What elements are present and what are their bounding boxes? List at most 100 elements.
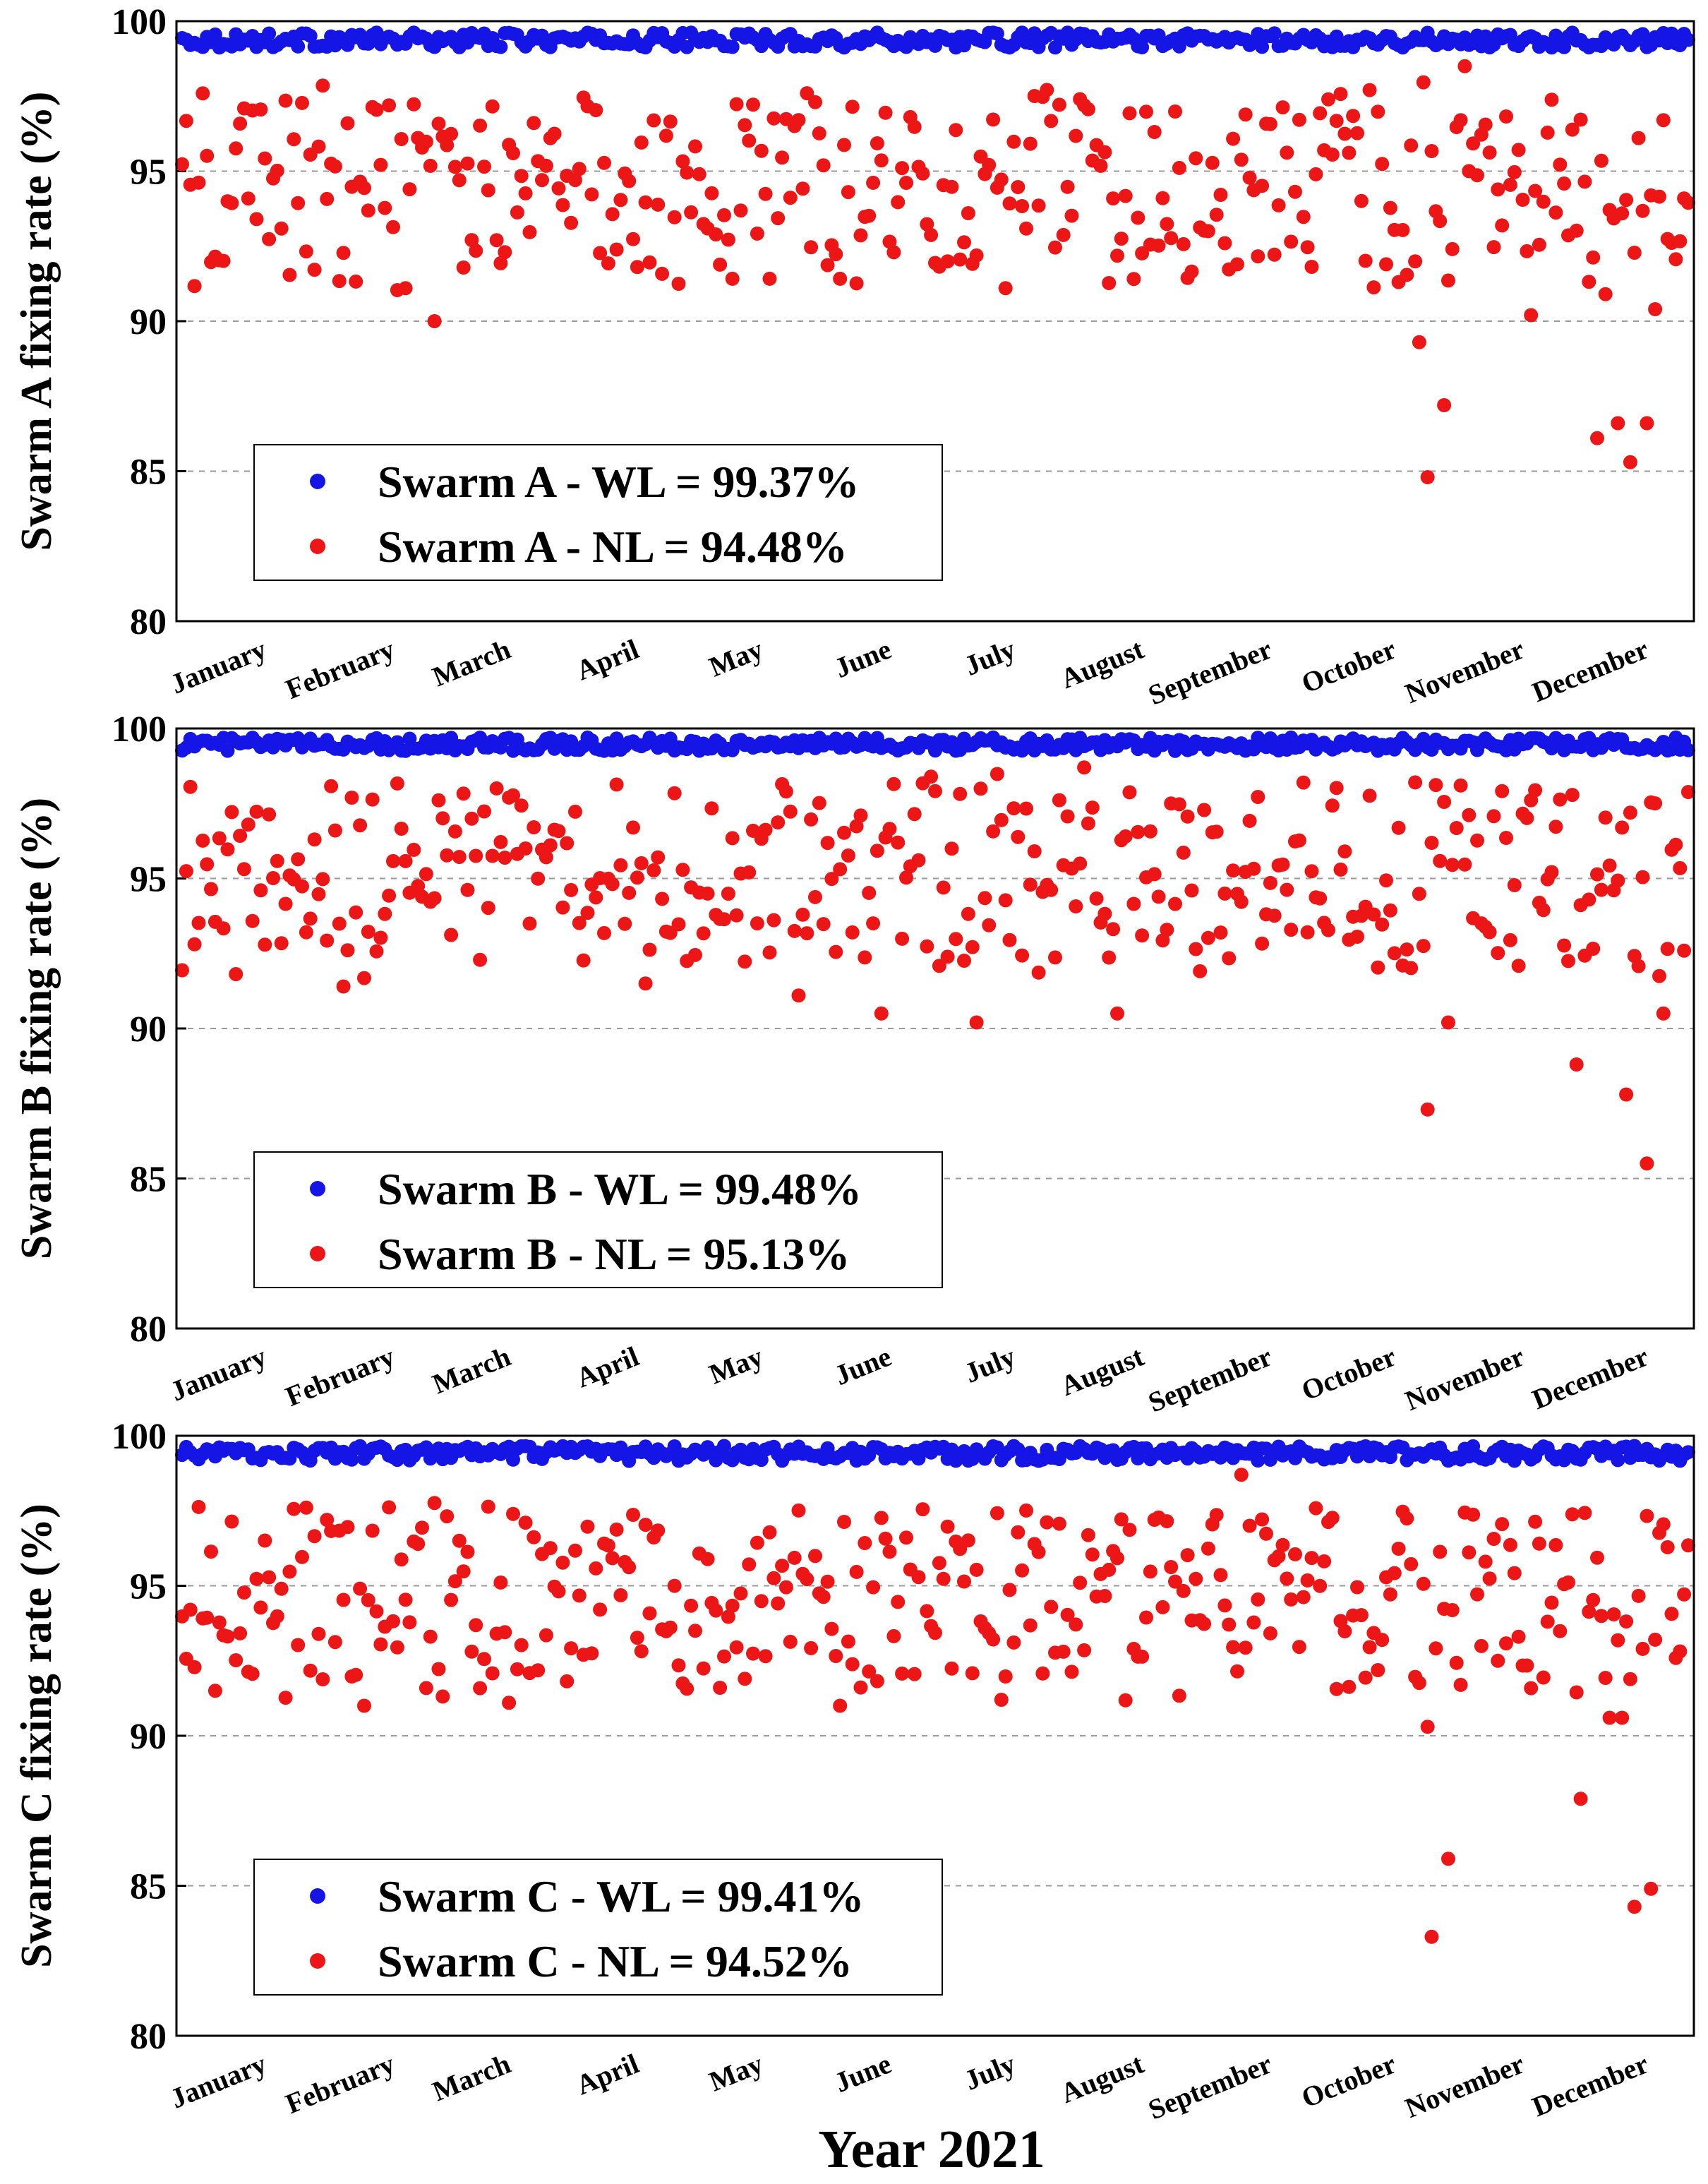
nl-point bbox=[671, 917, 686, 932]
nl-point bbox=[394, 132, 409, 146]
nl-point bbox=[1375, 1633, 1390, 1648]
nl-point bbox=[874, 153, 889, 168]
nl-point bbox=[1106, 922, 1121, 937]
nl-point bbox=[729, 97, 744, 112]
nl-point bbox=[1176, 236, 1191, 251]
nl-point bbox=[651, 1523, 666, 1538]
nl-point bbox=[1437, 398, 1452, 412]
nl-point bbox=[444, 928, 459, 942]
nl-point bbox=[551, 1584, 566, 1599]
legend-entry: Swarm B - WL = 99.48% bbox=[378, 1164, 862, 1214]
nl-point bbox=[1180, 809, 1195, 824]
nl-point bbox=[1209, 208, 1224, 222]
nl-point bbox=[1594, 1609, 1608, 1624]
nl-point bbox=[299, 1500, 313, 1515]
nl-point bbox=[191, 175, 206, 190]
nl-point bbox=[1520, 810, 1534, 825]
nl-point bbox=[1491, 946, 1505, 961]
nl-point bbox=[622, 885, 637, 900]
nl-point bbox=[961, 1533, 975, 1548]
nl-point bbox=[473, 118, 488, 133]
wl-point bbox=[1635, 27, 1650, 42]
nl-point bbox=[1296, 1590, 1311, 1604]
nl-point bbox=[1387, 1566, 1402, 1580]
nl-point bbox=[858, 1536, 872, 1550]
nl-point bbox=[344, 791, 359, 805]
nl-point bbox=[373, 1637, 388, 1652]
nl-point bbox=[1631, 131, 1646, 145]
plot-frame bbox=[175, 1434, 1695, 2037]
nl-point bbox=[1586, 250, 1601, 265]
nl-point bbox=[510, 205, 524, 220]
nl-point bbox=[299, 244, 313, 259]
nl-point bbox=[651, 197, 666, 212]
nl-point bbox=[386, 220, 400, 234]
nl-point bbox=[1681, 1538, 1695, 1553]
nl-point bbox=[1164, 1560, 1179, 1574]
nl-point bbox=[1164, 231, 1179, 246]
nl-point bbox=[469, 848, 483, 863]
nl-point bbox=[485, 848, 500, 863]
nl-point bbox=[1337, 844, 1352, 859]
nl-point bbox=[489, 233, 504, 248]
nl-point bbox=[899, 870, 913, 885]
nl-point bbox=[1011, 180, 1026, 194]
nl-point bbox=[531, 871, 546, 886]
nl-point bbox=[742, 133, 757, 148]
nl-point bbox=[742, 865, 757, 880]
nl-point bbox=[320, 1513, 335, 1528]
nl-point bbox=[303, 1663, 318, 1678]
nl-point bbox=[1184, 883, 1199, 898]
wl-point bbox=[990, 26, 1004, 41]
x-tick-label: April bbox=[572, 633, 643, 687]
nl-point bbox=[522, 224, 537, 239]
nl-point bbox=[1106, 191, 1121, 206]
nl-point bbox=[1069, 1617, 1083, 1632]
nl-point bbox=[1457, 857, 1472, 872]
nl-point bbox=[953, 252, 968, 267]
nl-point bbox=[1300, 925, 1315, 940]
nl-point bbox=[527, 1530, 541, 1544]
nl-point bbox=[1102, 276, 1117, 290]
nl-point bbox=[684, 1598, 699, 1613]
nl-point bbox=[535, 173, 549, 188]
nl-point bbox=[957, 1574, 971, 1589]
nl-point bbox=[402, 182, 417, 197]
nl-point bbox=[1222, 1617, 1237, 1632]
nl-point bbox=[771, 815, 786, 830]
nl-point bbox=[671, 1658, 686, 1673]
nl-point bbox=[609, 777, 624, 792]
nl-point bbox=[1433, 1544, 1448, 1559]
nl-point bbox=[630, 1631, 644, 1645]
nl-point bbox=[220, 842, 235, 857]
nl-point bbox=[1640, 1508, 1654, 1523]
nl-point bbox=[1437, 795, 1452, 809]
nl-point bbox=[1400, 268, 1414, 282]
nl-point bbox=[1160, 1514, 1174, 1529]
nl-point bbox=[1097, 906, 1112, 921]
nl-point bbox=[514, 1638, 529, 1652]
nl-point bbox=[1449, 821, 1464, 835]
nl-point bbox=[1590, 431, 1604, 445]
nl-point bbox=[1333, 862, 1348, 877]
nl-point bbox=[1441, 273, 1455, 288]
nl-point bbox=[1176, 845, 1191, 860]
wl-point bbox=[262, 26, 277, 41]
nl-point bbox=[1441, 1015, 1455, 1030]
nl-point bbox=[1102, 950, 1117, 965]
x-tick-label: January bbox=[166, 2048, 271, 2115]
x-tick-label: February bbox=[281, 633, 399, 705]
legend-marker bbox=[310, 1246, 325, 1261]
nl-point bbox=[1387, 946, 1402, 961]
nl-point bbox=[618, 916, 632, 931]
nl-point bbox=[191, 916, 206, 930]
nl-point bbox=[307, 832, 322, 847]
nl-point bbox=[1462, 1545, 1477, 1560]
nl-point bbox=[1391, 820, 1406, 835]
nl-point bbox=[1242, 1518, 1257, 1533]
nl-point bbox=[1006, 1635, 1021, 1650]
nl-point bbox=[278, 896, 293, 911]
nl-point bbox=[1044, 114, 1059, 128]
nl-point bbox=[758, 186, 773, 201]
nl-point bbox=[1445, 241, 1460, 256]
